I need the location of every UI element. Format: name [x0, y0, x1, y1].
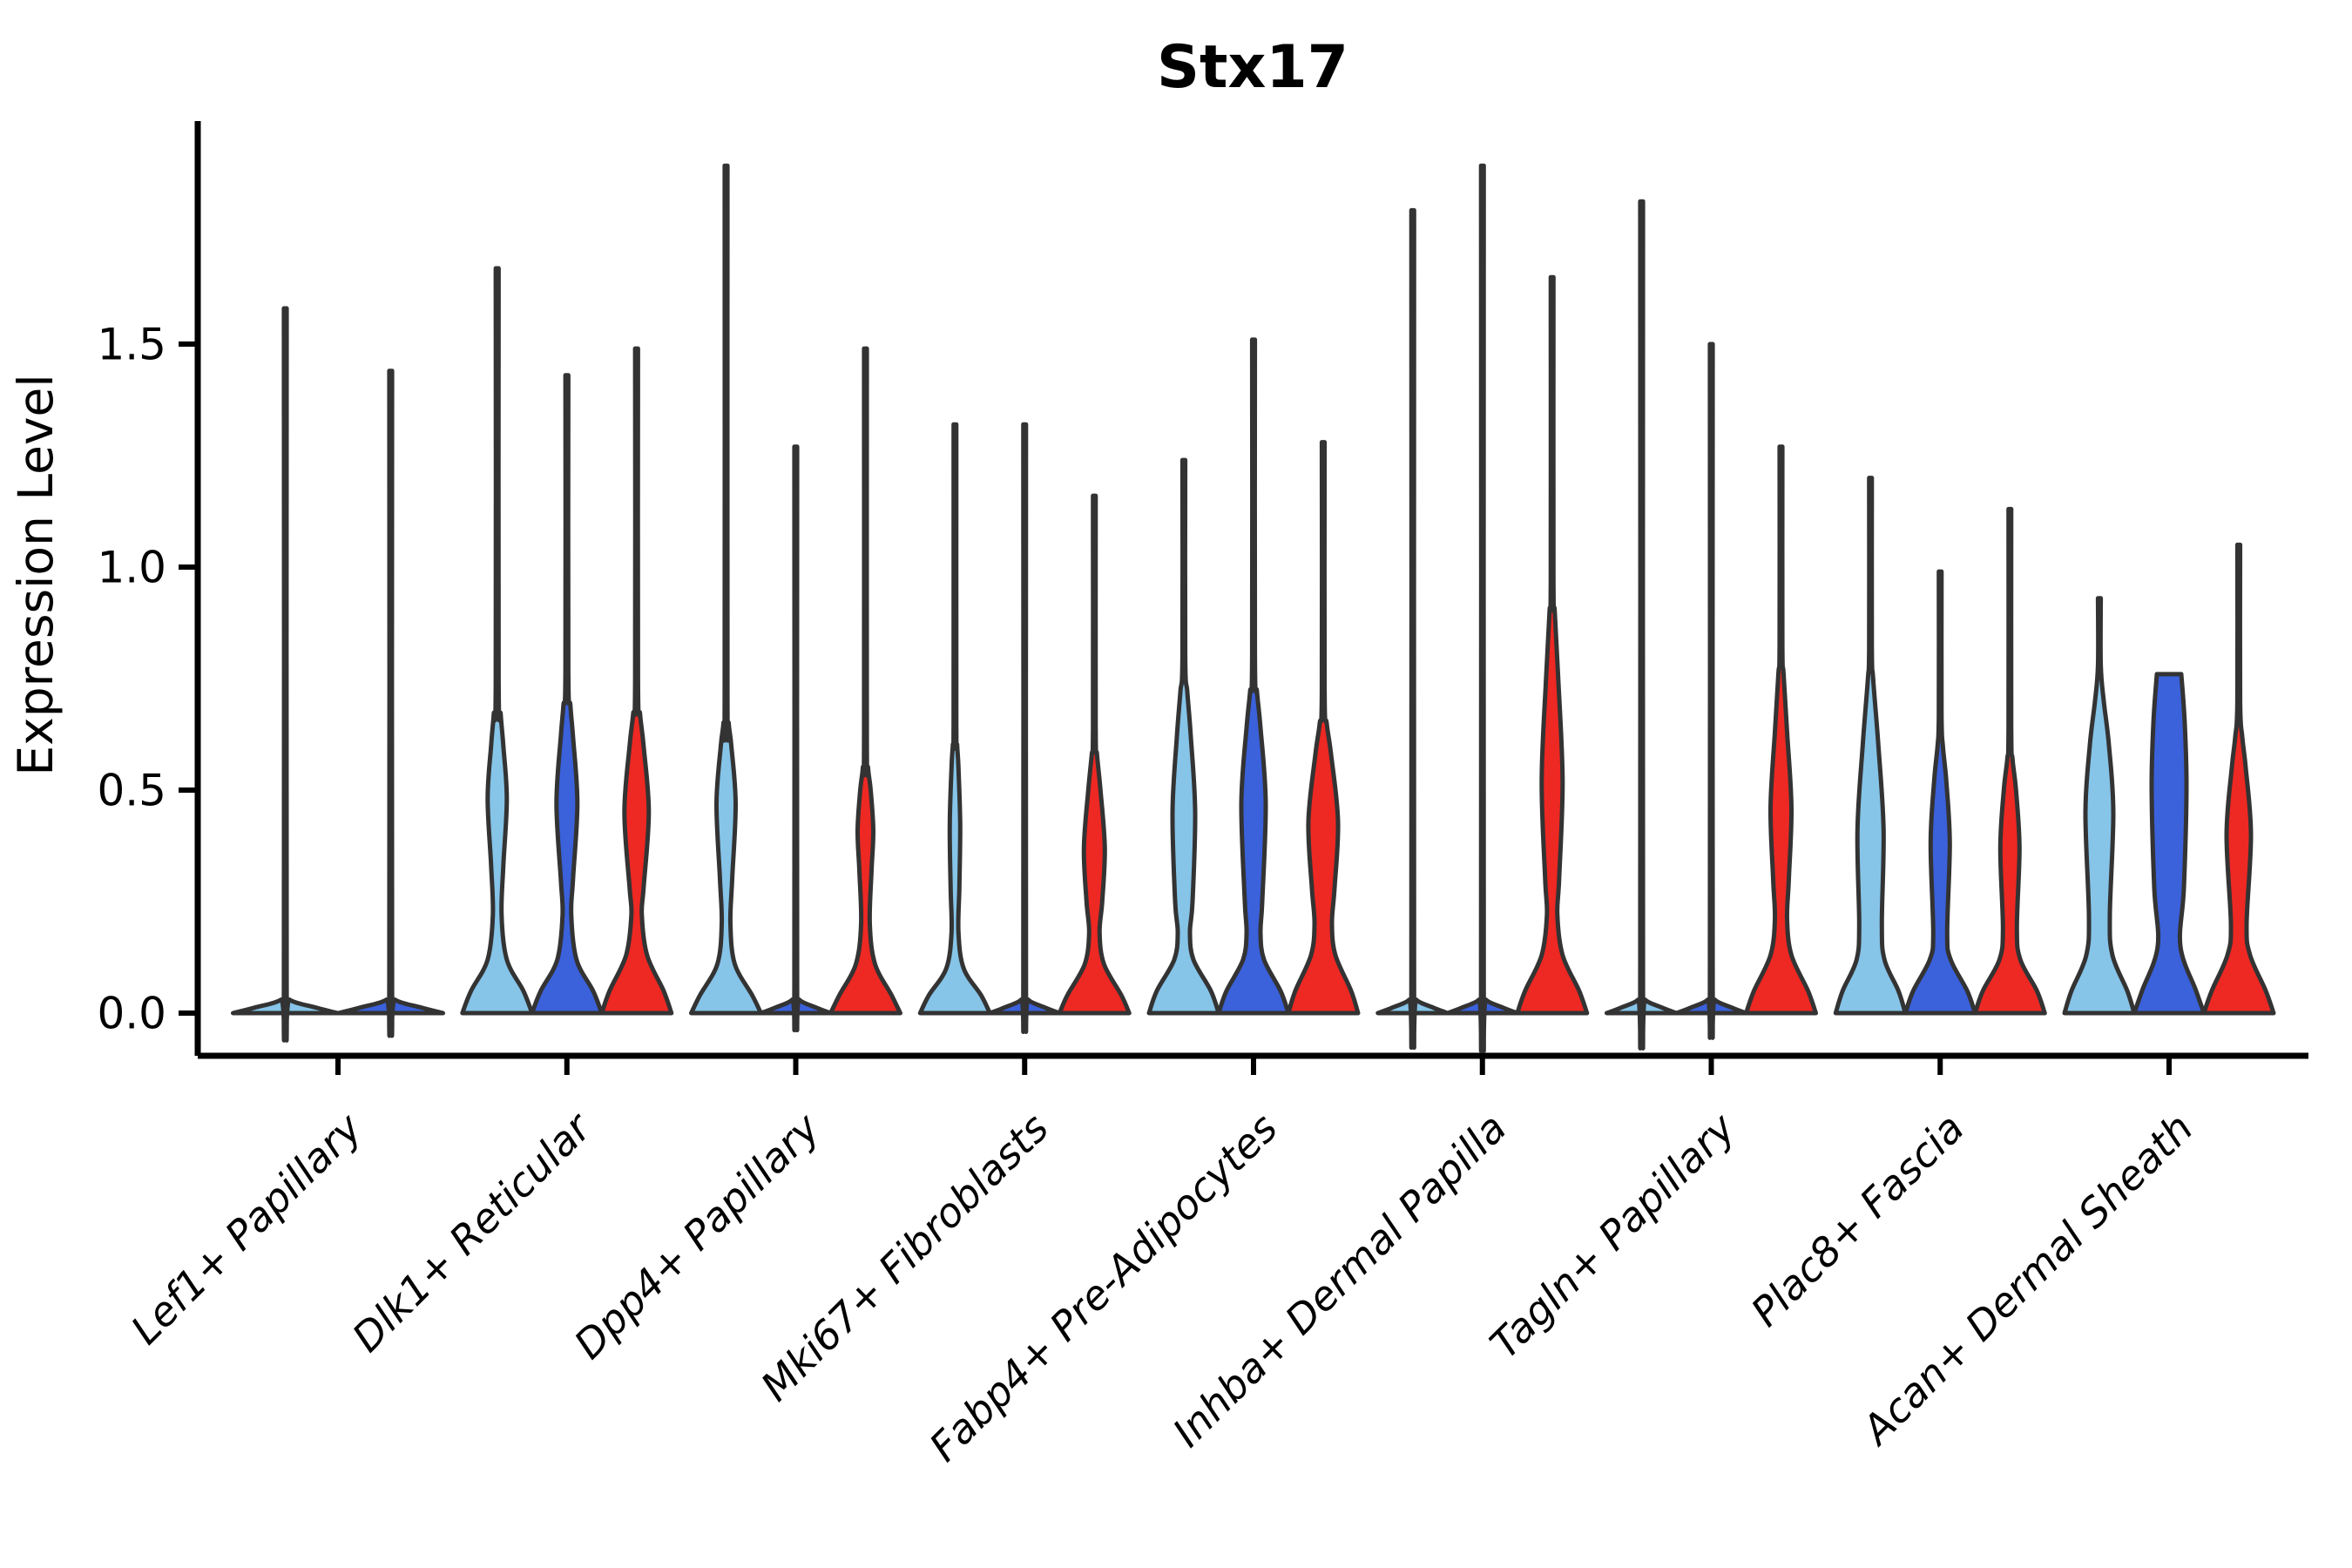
y-tick-label: 0.0 [97, 989, 166, 1039]
violin-8-light_blue [2062, 596, 2137, 1016]
y-tick-label: 0.5 [97, 766, 166, 816]
x-tick-label-7: Plac8+ Fascia [1742, 1105, 1973, 1335]
violin-2-red [828, 346, 902, 1016]
y-axis-label: Expression Level [8, 374, 64, 775]
x-tick-label-1: Dlk1+ Reticular [343, 1102, 602, 1361]
violin-2-dark_blue [759, 444, 833, 1032]
violin-0-dark_blue [336, 368, 445, 1038]
violin-8-red [2201, 542, 2276, 1016]
violin-1-red [599, 346, 674, 1016]
x-tick-label-6: Tagln+ Papillary [1481, 1104, 1745, 1368]
violin-1-dark_blue [530, 373, 605, 1016]
y-tick-label: 1.0 [97, 543, 166, 593]
violin-5-light_blue [1375, 207, 1450, 1050]
violin-2-light_blue [689, 163, 763, 1016]
violin-7-light_blue [1833, 476, 1908, 1016]
violin-3-red [1057, 493, 1132, 1016]
violin-5-dark_blue [1445, 163, 1520, 1053]
x-tick-label-2: Dpp4+ Papillary [565, 1104, 829, 1368]
violin-6-light_blue [1605, 199, 1679, 1051]
axes-layer [179, 121, 2308, 1075]
violin-6-red [1744, 444, 1818, 1016]
y-tick-label: 1.5 [97, 320, 166, 370]
violin-7-dark_blue [1903, 569, 1977, 1016]
violin-4-red [1286, 440, 1361, 1016]
violin-8-dark_blue [2132, 672, 2207, 1016]
violin-4-light_blue [1146, 457, 1221, 1016]
violin-5-red [1515, 274, 1590, 1016]
violin-7-red [1972, 506, 2047, 1016]
violin-layer [231, 163, 2276, 1053]
violin-3-dark_blue [987, 422, 1062, 1034]
x-tick-label-0: Lef1+ Papillary [122, 1104, 371, 1353]
violin-6-dark_blue [1674, 341, 1748, 1040]
violin-3-light_blue [917, 422, 992, 1016]
violin-4-dark_blue [1216, 337, 1291, 1016]
chart-title: Stx17 [1157, 33, 1348, 102]
violin-1-light_blue [460, 266, 535, 1016]
violin-0-light_blue [231, 306, 340, 1043]
